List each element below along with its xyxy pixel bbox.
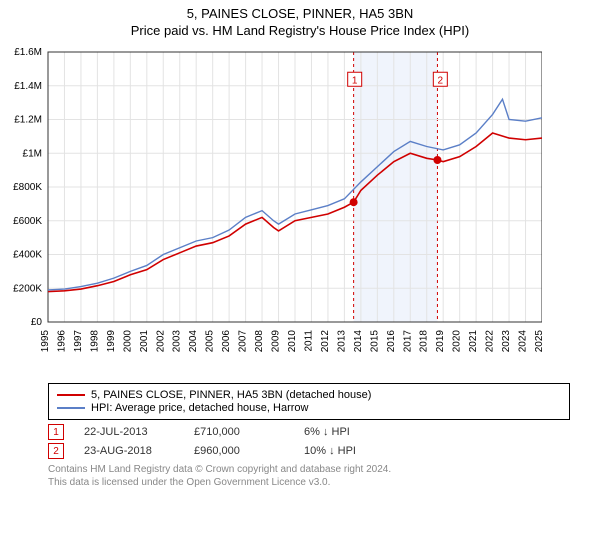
- chart: £0 £200K £400K £600K £800K £1M £1.2M £1.4M £1.6M…: [0, 42, 590, 377]
- footnote-line: Contains HM Land Registry data © Crown c…: [48, 463, 570, 476]
- legend-swatch-subject: [57, 394, 85, 396]
- chart-svg: £0 £200K £400K £600K £800K £1M £1.2M £1.4M £1.6M…: [0, 42, 542, 372]
- svg-text:£400K: £400K: [13, 250, 42, 261]
- svg-text:2020: 2020: [452, 330, 463, 353]
- chart-title-desc: Price paid vs. HM Land Registry's House …: [0, 23, 600, 38]
- table-row: 2 23-AUG-2018 £960,000 10% ↓ HPI: [48, 443, 570, 459]
- svg-text:2009: 2009: [271, 330, 282, 353]
- legend: 5, PAINES CLOSE, PINNER, HA5 3BN (detach…: [48, 383, 570, 420]
- marker-badge: 2: [48, 443, 64, 459]
- svg-text:£1.6M: £1.6M: [14, 47, 42, 58]
- svg-text:2007: 2007: [238, 330, 249, 353]
- svg-text:2012: 2012: [320, 330, 331, 353]
- svg-text:2024: 2024: [518, 330, 529, 353]
- footnote: Contains HM Land Registry data © Crown c…: [48, 463, 570, 489]
- chart-title-address: 5, PAINES CLOSE, PINNER, HA5 3BN: [0, 6, 600, 21]
- svg-text:2000: 2000: [122, 330, 133, 353]
- table-row: 1 22-JUL-2013 £710,000 6% ↓ HPI: [48, 424, 570, 440]
- sale-date: 22-JUL-2013: [84, 426, 174, 438]
- footnote-line: This data is licensed under the Open Gov…: [48, 476, 570, 489]
- svg-text:2001: 2001: [139, 330, 150, 353]
- svg-text:2005: 2005: [205, 330, 216, 353]
- svg-text:£800K: £800K: [13, 182, 42, 193]
- svg-text:2010: 2010: [287, 330, 298, 353]
- svg-text:1999: 1999: [106, 330, 117, 353]
- marker-badge: 1: [48, 424, 64, 440]
- sale-price: £710,000: [194, 426, 284, 438]
- legend-row-subject: 5, PAINES CLOSE, PINNER, HA5 3BN (detach…: [57, 389, 561, 401]
- svg-text:2014: 2014: [353, 330, 364, 353]
- svg-text:£1.2M: £1.2M: [14, 115, 42, 126]
- svg-text:£0: £0: [31, 317, 43, 328]
- svg-text:2016: 2016: [386, 330, 397, 353]
- legend-label-subject: 5, PAINES CLOSE, PINNER, HA5 3BN (detach…: [91, 389, 371, 401]
- svg-text:2023: 2023: [501, 330, 512, 353]
- sale-date: 23-AUG-2018: [84, 445, 174, 457]
- svg-text:1998: 1998: [89, 330, 100, 353]
- page: 5, PAINES CLOSE, PINNER, HA5 3BN Price p…: [0, 0, 600, 489]
- svg-text:1995: 1995: [40, 330, 51, 353]
- svg-text:2019: 2019: [435, 330, 446, 353]
- svg-text:1996: 1996: [56, 330, 67, 353]
- legend-row-hpi: HPI: Average price, detached house, Harr…: [57, 402, 561, 414]
- svg-text:2011: 2011: [303, 330, 314, 352]
- svg-text:2008: 2008: [254, 330, 265, 353]
- sale-vs-hpi: 10% ↓ HPI: [304, 445, 394, 457]
- sales-table: 1 22-JUL-2013 £710,000 6% ↓ HPI 2 23-AUG…: [48, 424, 570, 459]
- svg-text:2021: 2021: [468, 330, 479, 353]
- sale-vs-hpi: 6% ↓ HPI: [304, 426, 394, 438]
- svg-text:2015: 2015: [369, 330, 380, 353]
- svg-text:2017: 2017: [402, 330, 413, 353]
- svg-text:2004: 2004: [188, 330, 199, 353]
- svg-text:2003: 2003: [172, 330, 183, 353]
- svg-text:2025: 2025: [534, 330, 542, 353]
- svg-text:2: 2: [438, 75, 444, 86]
- legend-swatch-hpi: [57, 407, 85, 409]
- svg-text:1: 1: [352, 75, 358, 86]
- legend-label-hpi: HPI: Average price, detached house, Harr…: [91, 402, 308, 414]
- svg-text:2013: 2013: [336, 330, 347, 353]
- svg-text:£600K: £600K: [13, 216, 42, 227]
- svg-text:2022: 2022: [485, 330, 496, 353]
- svg-text:£1.4M: £1.4M: [14, 81, 42, 92]
- svg-text:£200K: £200K: [13, 283, 42, 294]
- svg-text:1997: 1997: [73, 330, 84, 353]
- svg-text:2006: 2006: [221, 330, 232, 353]
- svg-text:2002: 2002: [155, 330, 166, 353]
- svg-text:2018: 2018: [419, 330, 430, 353]
- svg-text:£1M: £1M: [23, 148, 42, 159]
- title-block: 5, PAINES CLOSE, PINNER, HA5 3BN Price p…: [0, 0, 600, 42]
- sale-price: £960,000: [194, 445, 284, 457]
